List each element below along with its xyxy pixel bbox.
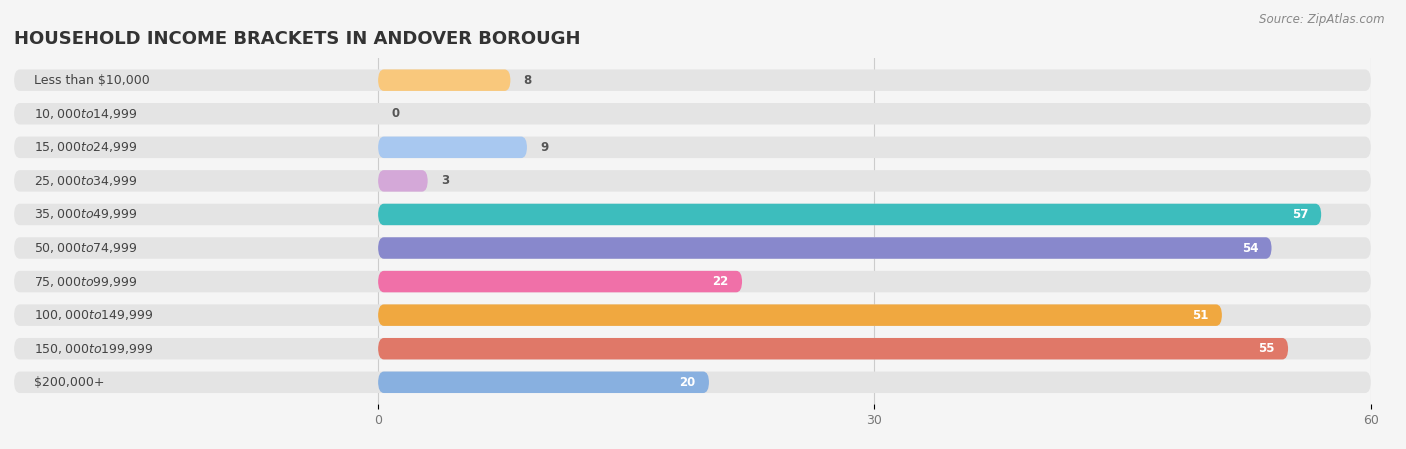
Text: $10,000 to $14,999: $10,000 to $14,999 [34,107,138,121]
FancyBboxPatch shape [14,304,1371,326]
FancyBboxPatch shape [378,237,1271,259]
Text: HOUSEHOLD INCOME BRACKETS IN ANDOVER BOROUGH: HOUSEHOLD INCOME BRACKETS IN ANDOVER BOR… [14,31,581,48]
FancyBboxPatch shape [378,271,742,292]
FancyBboxPatch shape [14,170,1371,192]
Text: $100,000 to $149,999: $100,000 to $149,999 [34,308,153,322]
Text: 51: 51 [1192,308,1209,321]
FancyBboxPatch shape [378,70,510,91]
Text: 54: 54 [1241,242,1258,255]
FancyBboxPatch shape [378,371,709,393]
Text: $25,000 to $34,999: $25,000 to $34,999 [34,174,138,188]
FancyBboxPatch shape [14,338,1371,360]
FancyBboxPatch shape [14,103,1371,124]
FancyBboxPatch shape [14,271,1371,292]
FancyBboxPatch shape [14,204,1371,225]
FancyBboxPatch shape [14,371,1371,393]
Text: Less than $10,000: Less than $10,000 [34,74,149,87]
Text: 20: 20 [679,376,696,389]
Text: $50,000 to $74,999: $50,000 to $74,999 [34,241,138,255]
FancyBboxPatch shape [378,170,427,192]
FancyBboxPatch shape [378,338,1288,360]
Text: $35,000 to $49,999: $35,000 to $49,999 [34,207,138,221]
Text: 8: 8 [523,74,531,87]
Text: $75,000 to $99,999: $75,000 to $99,999 [34,275,138,289]
FancyBboxPatch shape [14,136,1371,158]
FancyBboxPatch shape [378,304,1222,326]
Text: 9: 9 [540,141,548,154]
FancyBboxPatch shape [378,204,1322,225]
FancyBboxPatch shape [14,237,1371,259]
Text: 3: 3 [441,174,449,187]
Text: 57: 57 [1292,208,1308,221]
FancyBboxPatch shape [378,136,527,158]
Text: 22: 22 [713,275,728,288]
Text: 0: 0 [391,107,399,120]
Text: Source: ZipAtlas.com: Source: ZipAtlas.com [1260,13,1385,26]
FancyBboxPatch shape [14,70,1371,91]
Text: $15,000 to $24,999: $15,000 to $24,999 [34,141,138,154]
Text: 55: 55 [1258,342,1275,355]
Text: $200,000+: $200,000+ [34,376,104,389]
Text: $150,000 to $199,999: $150,000 to $199,999 [34,342,153,356]
